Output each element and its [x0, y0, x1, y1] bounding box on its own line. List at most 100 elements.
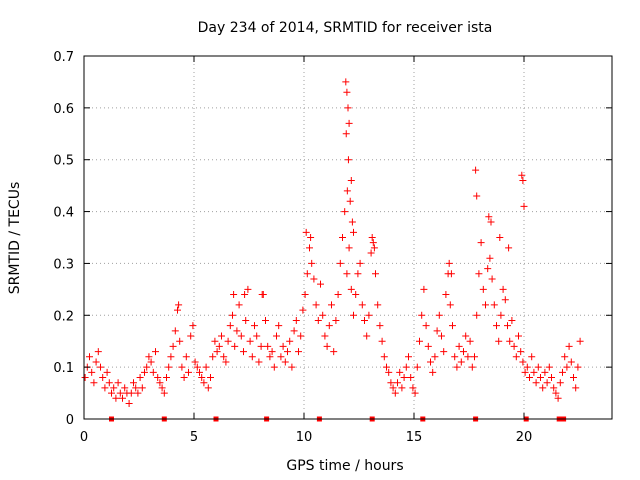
data-point: [215, 342, 223, 350]
data-point: [226, 322, 234, 330]
data-point: [307, 234, 315, 241]
data-point: [473, 311, 481, 319]
data-point: [508, 316, 516, 324]
data-point: [358, 301, 366, 309]
data-point: [187, 332, 195, 340]
data-point: [229, 311, 236, 319]
data-point: [279, 342, 287, 350]
data-point: [114, 379, 122, 387]
data-point: [350, 228, 357, 236]
data-point: [209, 353, 217, 361]
data-point: [163, 374, 170, 382]
data-point: [116, 389, 124, 397]
data-point: [306, 244, 313, 252]
data-point: [303, 270, 311, 278]
data-point: [345, 244, 353, 252]
data-point: [180, 374, 188, 382]
data-point: [121, 384, 129, 392]
data-point: [472, 166, 480, 174]
data-point: [369, 239, 377, 247]
chart-title: Day 234 of 2014, SRMTID for receiver ist…: [198, 20, 493, 36]
data-point: [328, 301, 335, 309]
data-point: [543, 379, 551, 387]
data-point: [411, 389, 419, 397]
data-point: [519, 358, 527, 366]
data-point: [440, 348, 448, 356]
data-point: [493, 322, 500, 330]
data-point: [479, 285, 487, 293]
data-point: [565, 342, 573, 350]
data-point: [103, 368, 111, 376]
data-point: [258, 291, 266, 299]
data-point: [141, 368, 148, 376]
data-point: [400, 374, 408, 382]
data-point: [548, 374, 555, 382]
data-point: [156, 379, 164, 387]
data-point: [130, 379, 137, 387]
x-tick-label: 0: [80, 430, 88, 445]
data-point: [246, 337, 254, 345]
data-point: [354, 270, 362, 278]
data-point: [429, 368, 437, 376]
data-point: [574, 363, 582, 371]
data-point: [174, 306, 181, 314]
data-point: [376, 322, 384, 330]
data-point: [290, 327, 298, 335]
data-point: [487, 218, 495, 226]
data-point: [383, 363, 390, 371]
data-point: [515, 332, 522, 340]
data-point: [350, 311, 357, 319]
data-point: [499, 285, 507, 293]
data-point: [185, 368, 192, 376]
data-point: [518, 171, 526, 179]
data-point: [455, 342, 463, 350]
y-tick-label: 0: [66, 413, 74, 428]
data-point: [561, 353, 569, 361]
data-point: [341, 208, 349, 216]
data-point: [567, 358, 575, 366]
data-point: [175, 301, 183, 309]
data-point: [105, 379, 113, 387]
y-tick-label: 0.7: [53, 50, 74, 65]
data-point: [438, 332, 445, 340]
data-point: [345, 119, 353, 127]
data-point: [528, 353, 536, 361]
data-point: [457, 358, 465, 366]
data-point: [453, 363, 461, 371]
data-point: [178, 363, 186, 371]
data-point: [342, 78, 350, 86]
data-point: [196, 368, 203, 376]
data-point: [134, 389, 142, 397]
data-point: [413, 363, 421, 371]
data-point: [321, 332, 329, 340]
data-point: [297, 332, 305, 340]
data-point: [277, 353, 285, 361]
data-point: [378, 337, 386, 345]
data-point: [330, 348, 338, 356]
data-point: [442, 291, 450, 299]
data-point: [336, 259, 344, 267]
data-point: [523, 363, 531, 371]
data-point: [550, 384, 558, 392]
data-point: [466, 337, 474, 345]
x-tick-label: 20: [516, 430, 533, 445]
data-point: [570, 374, 577, 382]
data-markers: [81, 78, 584, 407]
data-point: [348, 218, 356, 226]
data-point: [352, 291, 360, 299]
data-point: [372, 270, 379, 278]
data-point: [347, 285, 355, 293]
data-point: [519, 176, 527, 184]
data-point: [325, 322, 333, 330]
data-point: [241, 291, 249, 299]
data-point: [312, 301, 320, 309]
data-point: [418, 311, 426, 319]
data-point: [288, 363, 296, 371]
data-point: [191, 358, 199, 366]
data-point: [99, 374, 107, 382]
data-point: [101, 384, 109, 392]
data-point: [427, 358, 434, 366]
x-tick-label: 15: [406, 430, 423, 445]
data-point: [299, 306, 307, 314]
